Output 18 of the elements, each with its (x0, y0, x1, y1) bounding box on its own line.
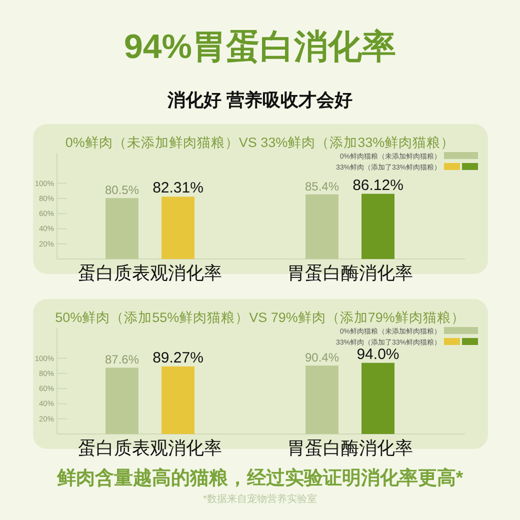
data-label: 87.6% (104, 352, 140, 367)
text: 鲜肉含量越高的猫粮，经过实验证明消化率更高* (56, 467, 464, 489)
x-tick-label: 胃蛋白酶消化率 (287, 438, 413, 458)
data-label: 94.0% (356, 346, 400, 363)
text: 消化好 营养吸收才会好 (166, 90, 353, 110)
text: *数据来自宠物营养实验室 (203, 493, 317, 505)
x-tick-label: 蛋白质表观消化率 (78, 438, 222, 458)
x-tick-label: 蛋白质表观消化率 (78, 263, 222, 283)
x-tick-label: 胃蛋白酶消化率 (287, 263, 413, 283)
data-label: 90.4% (304, 350, 340, 365)
data-label: 80.5% (104, 183, 140, 198)
data-label: 85.4% (304, 179, 340, 194)
text: 94%胃蛋白消化率 (124, 28, 396, 66)
chart-title: 0%鲜肉（未添加鲜肉猫粮）VS 33%鲜肉（添加33%鲜肉猫粮） (65, 135, 455, 150)
data-label: 86.12% (352, 176, 404, 194)
data-label: 82.31% (152, 180, 204, 197)
data-label: 89.27% (152, 349, 204, 366)
chart-title: 50%鲜肉（添加55%鲜肉猫粮）VS 79%鲜肉（添加79%鲜肉猫粮） (55, 310, 465, 325)
